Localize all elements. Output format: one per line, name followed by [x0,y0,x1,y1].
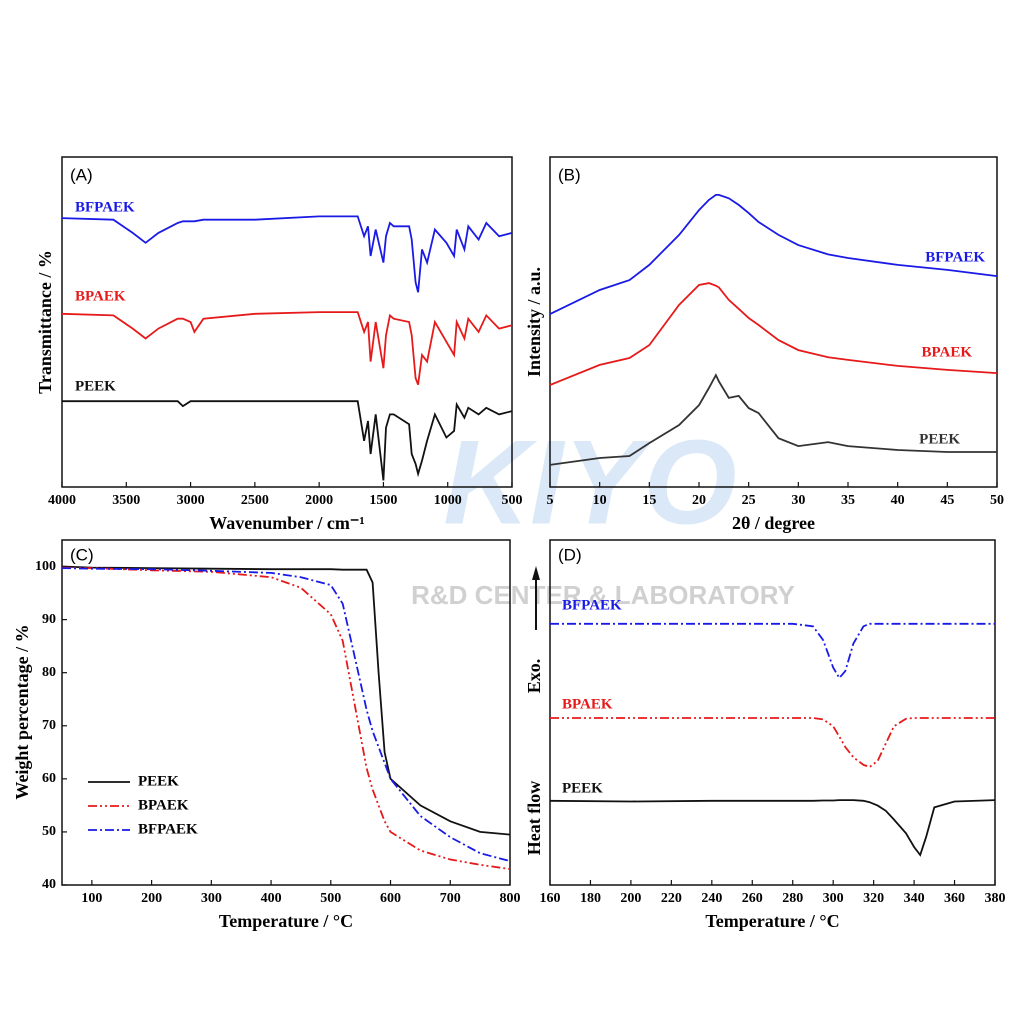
y-tick-label: 80 [42,665,56,680]
x-tick-label: 3500 [112,493,140,508]
x-tick-label: 320 [863,891,884,906]
y-axis-label: Transmittance / % [35,250,55,394]
panel-label: (A) [70,165,93,184]
series-label: BFPAEK [925,249,985,265]
x-tick-label: 10 [593,493,607,508]
x-tick-label: 380 [985,891,1006,906]
x-tick-label: 1500 [369,493,397,508]
x-axis-label: Temperature / °C [705,911,839,931]
plot-frame [61,156,513,488]
legend-label: PEEK [138,773,179,789]
x-tick-label: 340 [904,891,925,906]
legend-label: BPAEK [138,797,189,813]
x-tick-label: 800 [500,891,521,906]
exo-arrow-head [532,566,540,580]
x-tick-label: 500 [502,493,523,508]
x-tick-label: 35 [841,493,855,508]
x-tick-label: 1000 [434,493,462,508]
panel-label: (C) [70,545,94,564]
x-tick-label: 100 [81,891,102,906]
series-line [549,373,997,466]
x-tick-label: 240 [701,891,722,906]
x-tick-label: 600 [380,891,401,906]
y-axis-label: Weight percentage / % [12,624,32,799]
panel-label: (B) [558,165,581,184]
x-tick-label: 200 [620,891,641,906]
y-tick-label: 60 [42,771,56,786]
x-tick-label: 200 [141,891,162,906]
series-line [549,799,996,857]
y-axis-label: Intensity / a.u. [524,267,544,377]
series-line [62,400,513,481]
legend-label: BFPAEK [138,821,198,837]
x-tick-label: 280 [782,891,803,906]
series-line [61,566,511,870]
series-label: BPAEK [75,288,126,304]
x-tick-label: 220 [661,891,682,906]
x-tick-label: 50 [990,493,1004,508]
x-tick-label: 25 [742,493,756,508]
y-tick-label: 100 [35,559,56,574]
series-line [61,215,513,293]
plot-frame [549,156,998,488]
x-tick-label: 300 [823,891,844,906]
x-tick-label: 400 [261,891,282,906]
x-tick-label: 2500 [241,493,269,508]
panel-label: (D) [558,545,582,564]
series-line [550,622,995,680]
x-tick-label: 700 [440,891,461,906]
x-tick-label: 2000 [305,493,333,508]
series-label: PEEK [919,431,960,447]
series-label: PEEK [562,780,603,796]
series-label: BPAEK [921,344,972,360]
series-label: BFPAEK [75,199,135,215]
plot-frame [549,539,996,886]
x-axis-label: 2θ / degree [732,513,815,533]
series-label: BPAEK [562,696,613,712]
y-axis-annotation: Exo. [524,659,544,694]
x-tick-label: 180 [580,891,601,906]
x-tick-label: 4000 [48,493,76,508]
x-tick-label: 360 [944,891,965,906]
series-line [549,194,998,315]
x-tick-label: 3000 [177,493,205,508]
y-tick-label: 70 [42,718,56,733]
y-tick-label: 90 [42,612,56,627]
y-axis-label: Heat flow [524,781,544,855]
x-tick-label: 45 [940,493,954,508]
series-label: BFPAEK [562,597,622,613]
series-line [61,565,511,836]
x-tick-label: 500 [320,891,341,906]
x-axis-label: Temperature / °C [219,911,353,931]
x-tick-label: 15 [642,493,656,508]
x-axis-label: Wavenumber / cm⁻¹ [209,513,365,533]
series-line [61,311,513,386]
x-tick-label: 40 [891,493,905,508]
x-tick-label: 20 [692,493,706,508]
series-line [549,282,998,386]
watermark-logo: KIYO [443,416,736,550]
y-tick-label: 40 [42,877,56,892]
x-tick-label: 160 [540,891,561,906]
x-tick-label: 300 [201,891,222,906]
series-label: PEEK [75,378,116,394]
x-tick-label: 5 [547,493,554,508]
x-tick-label: 260 [742,891,763,906]
watermark-text: R&D CENTER & LABORATORY [411,580,795,610]
plot-frame [61,539,511,886]
series-line [550,717,995,769]
x-tick-label: 30 [791,493,805,508]
y-tick-label: 50 [42,824,56,839]
series-line [61,567,511,862]
